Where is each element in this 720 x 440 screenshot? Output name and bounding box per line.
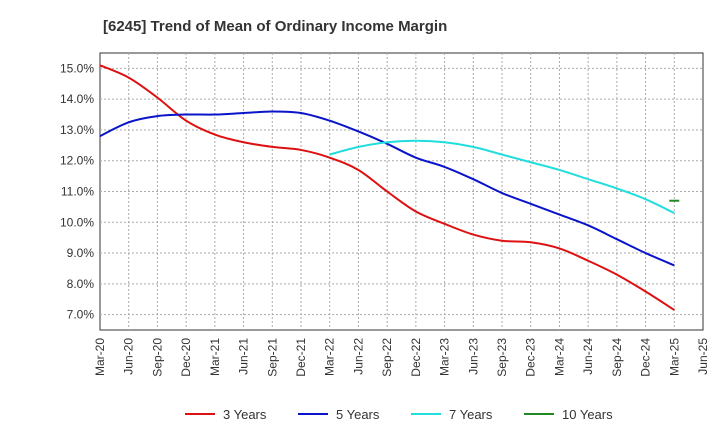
series-5-years-line [99,110,675,267]
x-tick-label: Jun-21 [237,338,251,375]
y-tick-label: 8.0% [67,277,95,291]
chart-title: [6245] Trend of Mean of Ordinary Income … [103,18,447,35]
legend-label-5-years: 5 Years [336,407,380,422]
x-tick-label: Jun-23 [466,338,480,375]
x-tick-label: Mar-21 [208,338,222,376]
y-tick-label: 15.0% [60,61,94,75]
x-tick-label: Dec-23 [524,338,538,377]
y-tick-label: 13.0% [60,123,94,137]
x-tick-label: Mar-25 [667,338,681,376]
y-tick-label: 10.0% [60,215,94,229]
series-3-years-line [99,64,675,311]
legend-label-10-years: 10 Years [562,407,613,422]
legend-label-3-years: 3 Years [223,407,267,422]
legend-label-7-years: 7 Years [449,407,493,422]
x-tick-label: Dec-21 [294,338,308,377]
y-tick-label: 11.0% [61,185,94,199]
y-tick-label: 9.0% [67,246,95,260]
series-7-years-line [329,139,675,214]
grid-lines [100,53,703,330]
x-tick-label: Jun-24 [581,338,595,375]
legend: 3 Years 5 Years 7 Years 10 Years [185,407,613,422]
series-lines [99,64,680,311]
y-tick-label: 12.0% [60,154,94,168]
x-tick-label: Mar-20 [93,338,107,376]
x-tick-label: Sep-24 [610,338,624,377]
y-axis-ticks: 15.0% 14.0% 13.0% 12.0% 11.0% 10.0% 9.0% 8.0% 7.… [60,61,94,321]
y-tick-label: 7.0% [67,308,95,322]
y-tick-label: 14.0% [60,92,94,106]
x-tick-label: Mar-23 [438,338,452,376]
x-tick-label: Mar-24 [552,338,566,376]
x-tick-label: Jun-25 [696,338,710,375]
x-tick-label: Sep-21 [265,338,279,377]
x-tick-label: Sep-22 [380,338,394,377]
x-tick-label: Dec-22 [409,338,423,377]
x-tick-label: Jun-20 [122,338,136,375]
x-tick-label: Jun-22 [351,338,365,375]
x-axis-ticks: Mar-20 Jun-20 Sep-20 Dec-20 Mar-21 Jun-21 Sep-… [93,338,710,377]
x-tick-label: Sep-20 [150,338,164,377]
x-tick-label: Mar-22 [323,338,337,376]
x-tick-label: Dec-24 [639,338,653,377]
x-tick-label: Sep-23 [495,338,509,377]
x-tick-label: Dec-20 [179,338,193,377]
